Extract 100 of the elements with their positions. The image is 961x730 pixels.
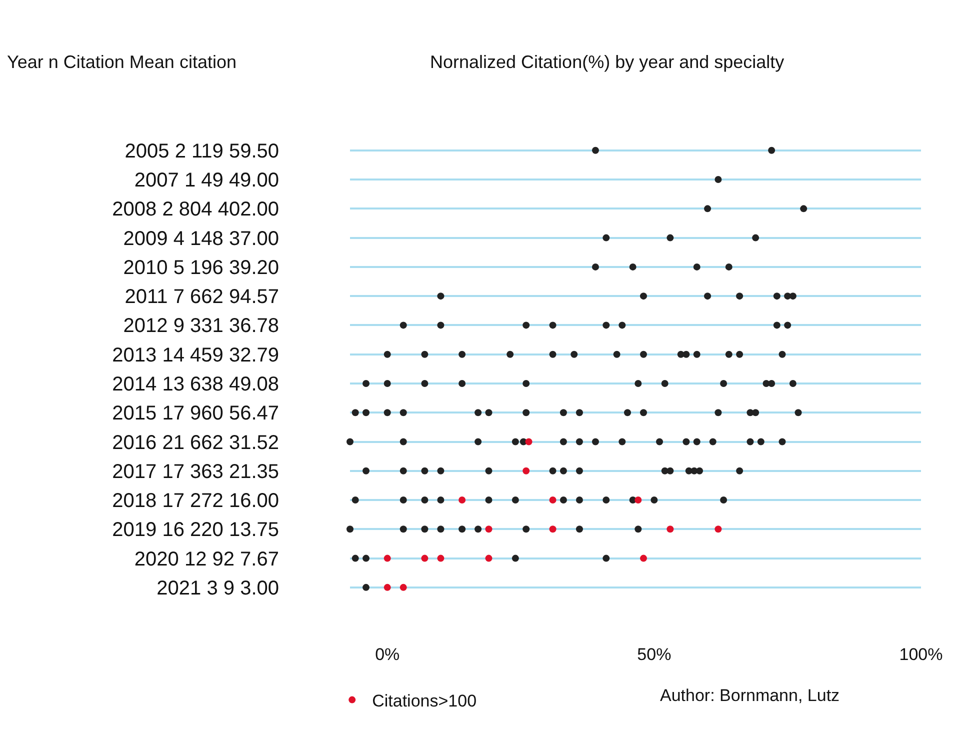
point [437,292,444,300]
x-tick-label: 0% [375,645,400,664]
point [437,467,444,474]
point [362,467,370,474]
y-tick-label: 2009 4 148 37.00 [123,228,279,250]
point [666,526,674,533]
point [458,496,466,504]
point [560,496,567,504]
point [720,380,728,387]
point [400,584,407,591]
point [352,496,359,504]
point [693,438,700,446]
legend-label: Citations>100 [372,691,477,710]
point [362,380,370,387]
point [384,554,391,562]
point [666,234,674,242]
point [725,263,732,270]
point [485,467,492,474]
y-tick-label: 2019 16 220 13.75 [112,519,279,542]
point [624,409,631,416]
y-tick-label: 2011 7 662 94.57 [124,286,279,308]
point [576,438,583,446]
point [362,584,370,591]
point [725,350,732,358]
point [362,409,370,416]
point [437,526,444,533]
point [778,350,786,358]
point [757,438,764,446]
point [549,526,556,533]
point [384,409,391,416]
point [421,380,428,387]
point [752,234,760,242]
point [352,409,359,416]
point [485,496,492,504]
point [634,496,642,504]
point [640,554,647,562]
point [549,322,556,329]
point [714,176,722,184]
point [693,350,700,358]
point [592,146,599,154]
point [602,234,610,242]
point [421,554,428,562]
point [522,322,530,329]
y-tick-label: 2005 2 119 59.50 [124,140,279,162]
y-tick-label: 2013 14 459 32.79 [112,344,279,366]
point [800,205,808,212]
point [400,409,407,416]
x-tick-label: 100% [899,645,943,664]
point [640,292,647,300]
point [346,526,354,533]
point [682,438,690,446]
point [768,380,776,387]
point [437,554,444,562]
point [522,409,530,416]
point [485,526,492,533]
point [640,350,647,358]
point [560,438,567,446]
point [794,409,802,416]
point [720,496,728,504]
point [421,350,428,358]
point [709,438,716,446]
point [602,322,610,329]
point [362,554,370,562]
y-tick-label: 2018 17 272 16.00 [112,490,279,512]
chart-title: Nornalized Citation(%) by year and specialty [430,52,784,72]
point [549,496,556,504]
point [576,526,583,533]
point [570,350,578,358]
point [736,292,744,300]
point [512,438,519,446]
point [474,438,482,446]
x-tick-label: 50% [637,645,672,664]
y-tick-label: 2012 9 331 36.78 [123,315,279,338]
point [400,496,407,504]
point [714,526,722,533]
point [400,526,407,533]
point [592,263,599,270]
y-tick-label: 2021 3 9 3.00 [156,577,279,600]
point [656,438,664,446]
point [421,526,428,533]
point [736,467,744,474]
point [634,526,642,533]
point [576,496,583,504]
y-tick-label: 2020 12 92 7.67 [134,548,279,570]
point [736,350,744,358]
point [560,409,567,416]
point [352,554,359,562]
point [384,350,391,358]
point [768,146,776,154]
point [704,292,712,300]
y-tick-label: 2016 21 662 31.52 [112,432,279,454]
point [696,467,704,474]
point [618,438,626,446]
point [576,467,583,474]
y-tick-label: 2008 2 804 402.00 [112,198,279,221]
point [576,409,583,416]
point [437,322,444,329]
point [400,322,407,329]
y-tick-label: 2014 13 638 49.08 [112,373,279,396]
point [485,554,492,562]
